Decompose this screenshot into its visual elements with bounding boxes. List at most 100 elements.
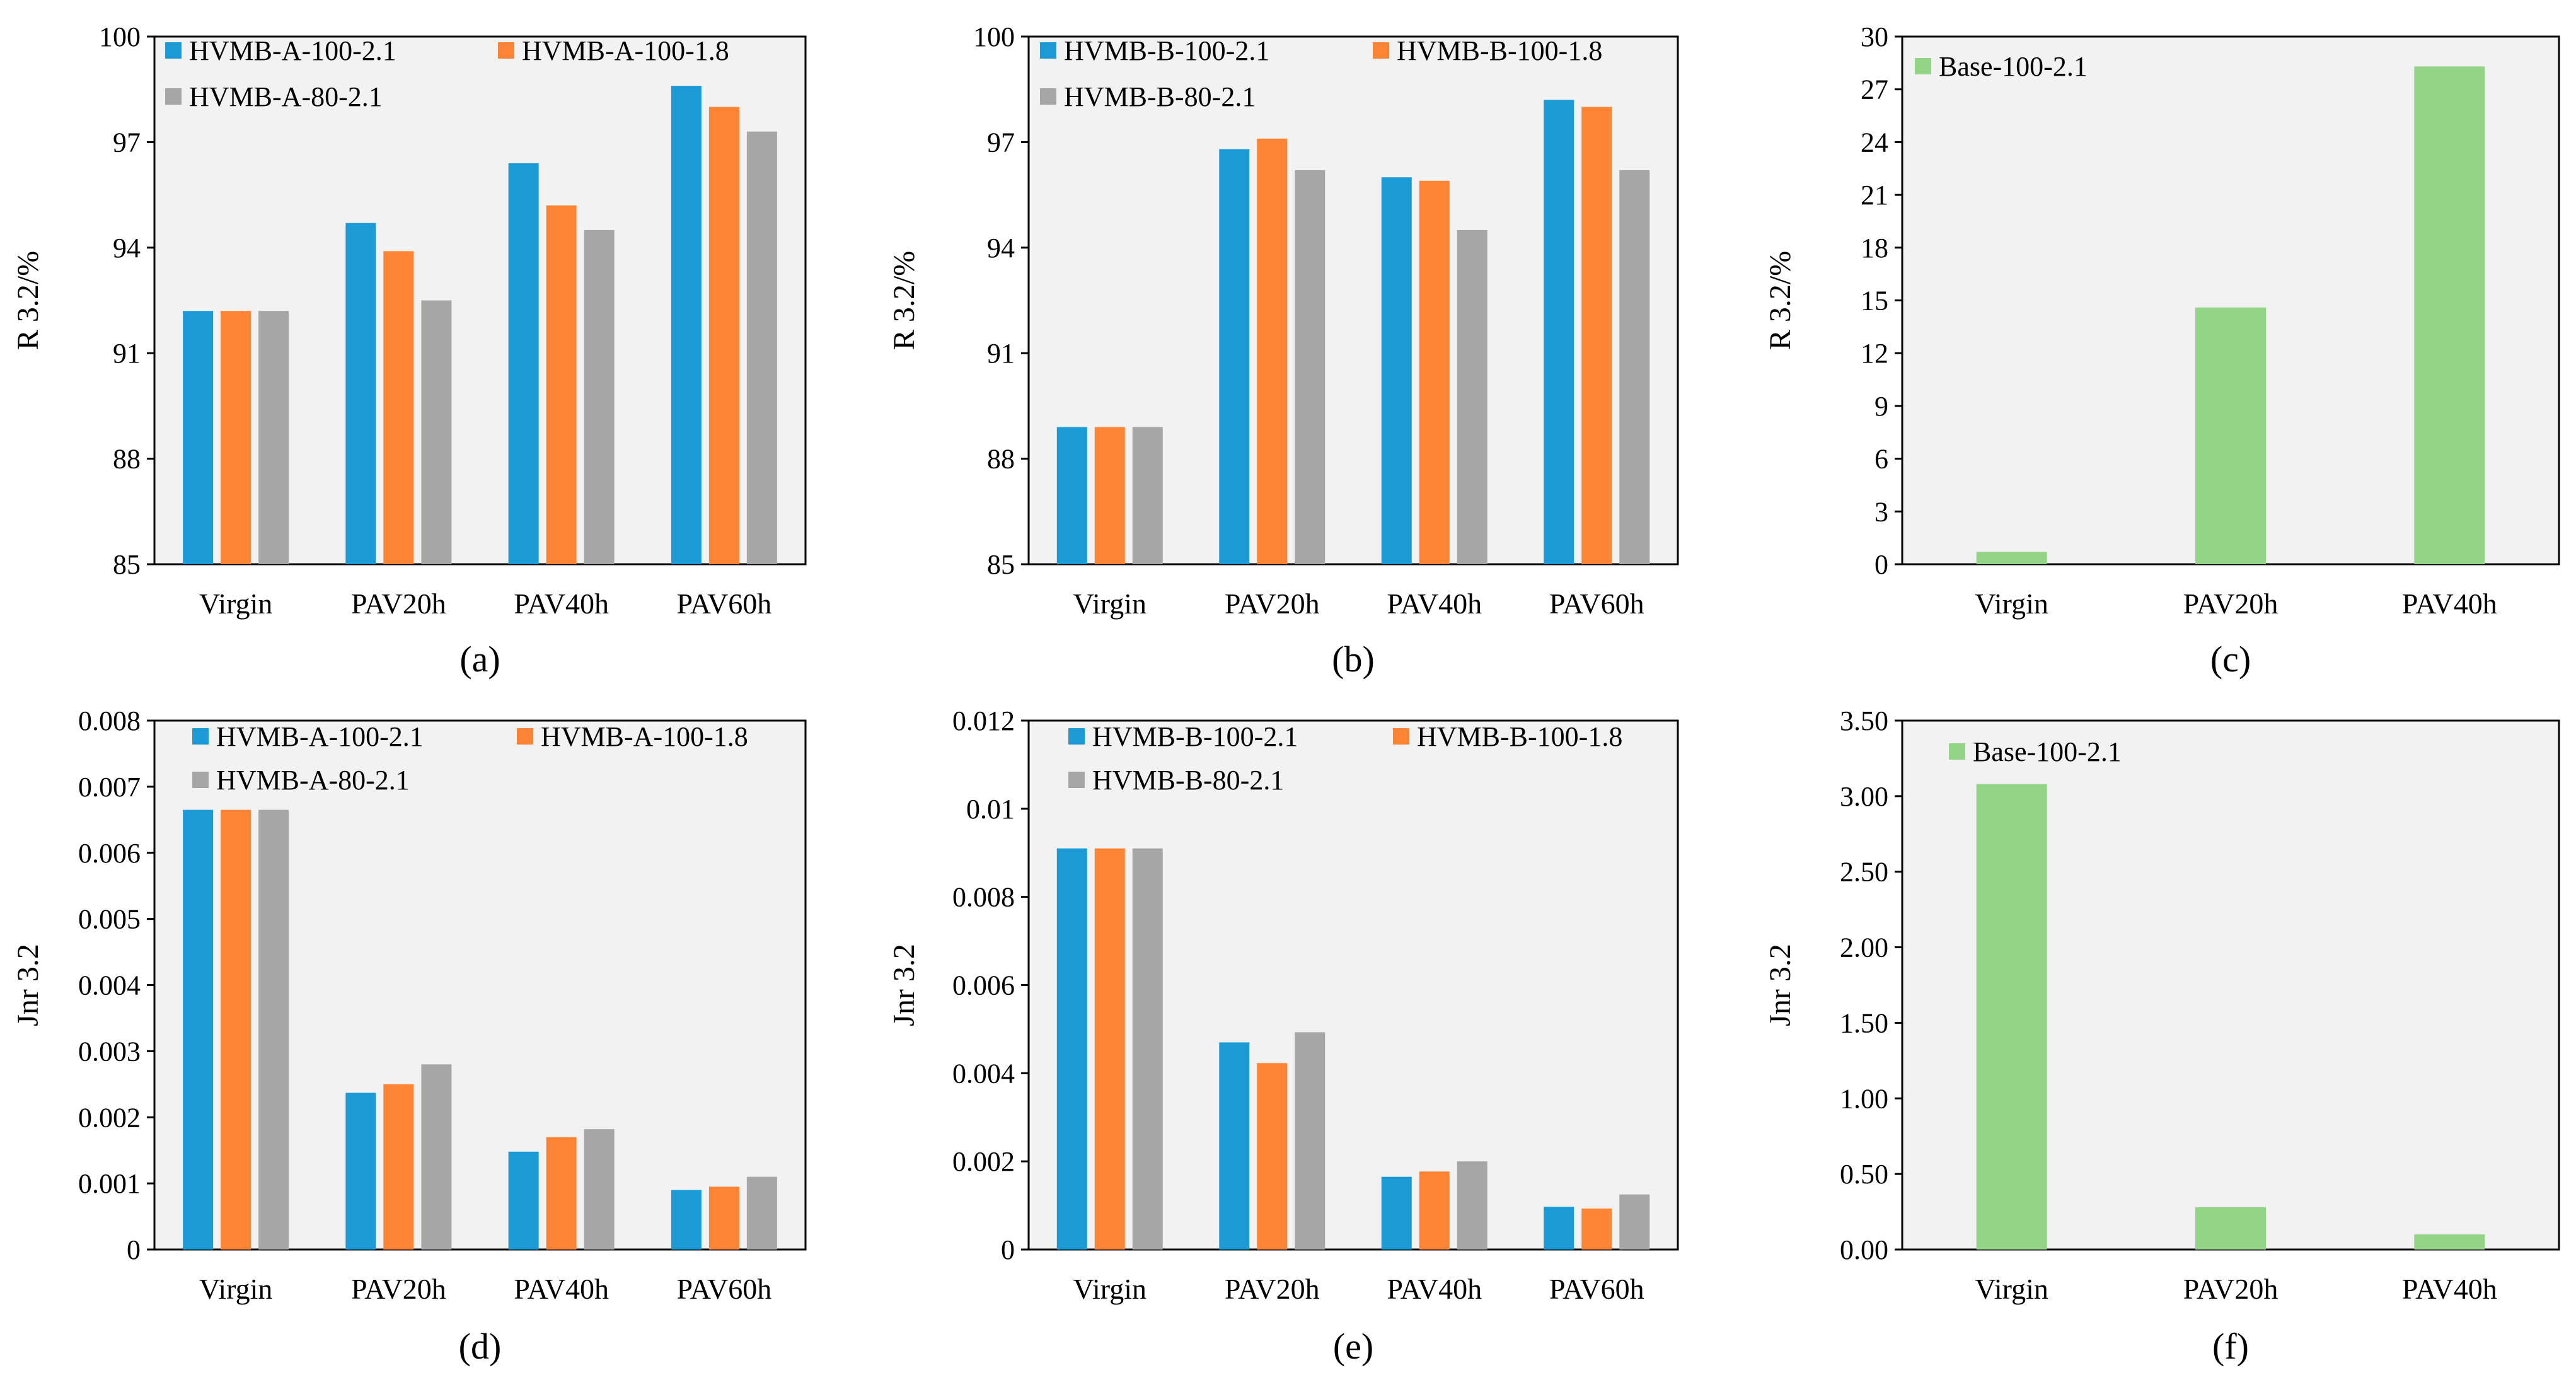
bar	[1544, 1207, 1574, 1250]
legend-swatch	[498, 42, 514, 59]
legend-label: HVMB-A-100-2.1	[216, 721, 424, 752]
x-tick-label: PAV60h	[1549, 588, 1644, 620]
x-tick-label: PAV20h	[1225, 588, 1320, 620]
y-tick-label: 24	[1861, 127, 1888, 158]
y-tick-label: 12	[1861, 338, 1888, 369]
y-tick-label: 21	[1861, 180, 1888, 211]
legend-label: HVMB-B-80-2.1	[1064, 81, 1256, 112]
x-tick-label: Virgin	[199, 1273, 273, 1305]
plot-area	[153, 719, 807, 1251]
panel-b: 85 88 91 94 97 100 R 3.2/% Virgin PAV20h PAV40h PA…	[887, 21, 1679, 680]
bar	[1094, 427, 1125, 564]
legend-label: HVMB-A-100-2.1	[189, 35, 396, 66]
y-tick-label: 85	[113, 549, 141, 580]
bar	[508, 1151, 539, 1250]
legend-label: HVMB-A-100-1.8	[541, 721, 748, 752]
bar	[1257, 138, 1288, 564]
y-tick-label: 0.00	[1840, 1234, 1888, 1265]
y-tick-label: 0.012	[952, 705, 1015, 736]
panel-label: (d)	[459, 1326, 502, 1367]
y-tick-label: 0.002	[952, 1146, 1015, 1177]
x-tick-label: Virgin	[199, 588, 273, 620]
y-tick-label: 0.007	[78, 772, 141, 803]
bar	[584, 229, 615, 564]
y-tick-label: 0.004	[78, 970, 141, 1001]
bar	[671, 1190, 702, 1250]
x-tick-label: PAV60h	[676, 1273, 771, 1305]
bar	[1295, 170, 1326, 564]
panel-label: (e)	[1333, 1326, 1373, 1367]
legend-label: Base-100-2.1	[1973, 736, 2122, 767]
x-tick-label: Virgin	[1975, 588, 2048, 620]
bar	[1619, 1194, 1650, 1250]
y-tick-label: 0.004	[952, 1058, 1015, 1089]
bar	[2414, 66, 2485, 565]
x-tick-label: PAV20h	[351, 588, 446, 620]
bar	[383, 1084, 414, 1250]
bar	[2414, 1234, 2485, 1250]
bar	[1544, 100, 1574, 564]
y-tick-label: 1.00	[1840, 1083, 1888, 1114]
legend-swatch	[1915, 58, 1931, 74]
bar	[1219, 1042, 1250, 1250]
bar	[383, 251, 414, 564]
bar	[1419, 180, 1450, 564]
y-tick-label: 0.006	[952, 970, 1015, 1001]
legend-label: HVMB-B-100-1.8	[1417, 721, 1622, 752]
legend-swatch	[1393, 728, 1409, 745]
y-tick-label: 97	[987, 127, 1015, 158]
bar	[584, 1129, 615, 1250]
y-tick-label: 30	[1861, 21, 1888, 52]
bar	[1381, 1176, 1412, 1250]
legend: HVMB-A-100-2.1 HVMB-A-100-1.8 HVMB-A-80-2.…	[165, 35, 729, 112]
legend-swatch	[1040, 88, 1056, 105]
x-tick-label: PAV60h	[1549, 1273, 1644, 1305]
bar	[258, 809, 289, 1250]
y-tick-label: 27	[1861, 74, 1888, 105]
legend-swatch	[192, 728, 209, 745]
bar	[1581, 1208, 1612, 1250]
bar	[546, 1137, 577, 1250]
y-tick-label: 3.00	[1840, 781, 1888, 812]
panel-c: 0 3 6 9 12 15 18 21 24 27 30 R 3.2/% Virgin PAV20h PAV…	[1764, 21, 2560, 680]
y-tick-label: 9	[1874, 391, 1888, 422]
y-tick-label: 0.008	[952, 882, 1015, 913]
bar	[1976, 552, 2047, 564]
y-axis-title: Jnr 3.2	[887, 944, 921, 1026]
y-tick-label: 91	[113, 338, 141, 369]
bar	[221, 311, 251, 564]
y-tick-label: 0.006	[78, 838, 141, 869]
bar	[746, 131, 777, 564]
legend: HVMB-A-100-2.1 HVMB-A-100-1.8 HVMB-A-80-2.…	[192, 721, 748, 796]
plot-area	[1027, 35, 1679, 566]
x-tick-label: PAV20h	[1225, 1273, 1320, 1305]
bar	[1457, 1161, 1487, 1250]
bar	[1381, 177, 1412, 564]
y-tick-label: 1.50	[1840, 1007, 1888, 1038]
bar	[546, 205, 577, 565]
y-tick-label: 100	[99, 21, 141, 52]
y-tick-label: 18	[1861, 233, 1888, 264]
panel-e: 0 0.002 0.004 0.006 0.008 0.01 0.012 Jnr 3.2 Vir…	[887, 705, 1679, 1367]
y-tick-label: 2.00	[1840, 932, 1888, 963]
bar	[183, 809, 214, 1250]
panel-label: (b)	[1332, 639, 1375, 680]
y-tick-label: 0.005	[78, 904, 141, 935]
x-tick-label: PAV40h	[2402, 1273, 2497, 1305]
x-tick-label: PAV20h	[351, 1273, 446, 1305]
bar	[1457, 229, 1487, 564]
y-tick-label: 97	[113, 127, 141, 158]
x-tick-label: Virgin	[1073, 1273, 1146, 1305]
legend-label: HVMB-B-100-2.1	[1064, 35, 1269, 66]
bar	[2195, 1207, 2266, 1250]
y-tick-label: 0.008	[78, 705, 141, 736]
bar	[708, 107, 739, 565]
legend-label: HVMB-A-80-2.1	[216, 765, 410, 796]
legend-swatch	[517, 728, 533, 745]
bar	[708, 1186, 739, 1250]
y-tick-label: 0.002	[78, 1102, 141, 1133]
y-axis-title: Jnr 3.2	[11, 944, 45, 1026]
bar	[258, 311, 289, 564]
panel-label: (a)	[459, 639, 500, 680]
legend-swatch	[1949, 743, 1965, 760]
